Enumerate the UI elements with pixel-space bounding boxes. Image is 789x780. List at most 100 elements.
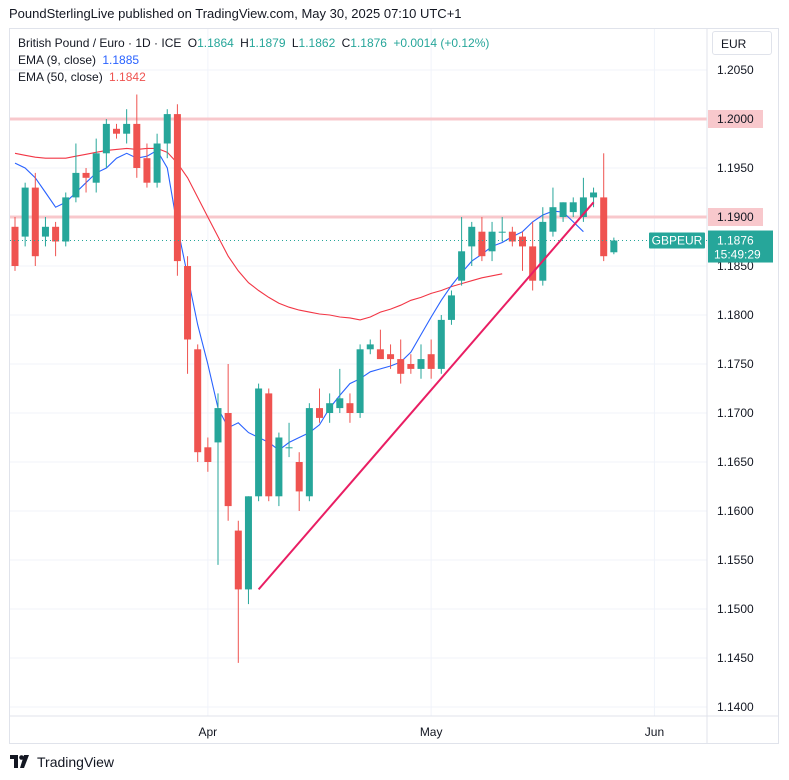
candle[interactable] bbox=[549, 187, 557, 237]
candle[interactable] bbox=[11, 217, 19, 271]
candle[interactable] bbox=[113, 123, 120, 139]
last-price-badge bbox=[708, 230, 773, 263]
candle[interactable] bbox=[519, 231, 526, 271]
candle[interactable] bbox=[275, 432, 283, 507]
candle[interactable] bbox=[427, 339, 435, 379]
candle[interactable] bbox=[305, 403, 313, 502]
candle[interactable] bbox=[214, 393, 222, 565]
candle[interactable] bbox=[173, 104, 181, 276]
candle-body bbox=[447, 295, 455, 320]
candle[interactable] bbox=[326, 393, 334, 423]
candle-body bbox=[346, 403, 354, 413]
candle[interactable] bbox=[529, 221, 537, 291]
resistance-line[interactable] bbox=[10, 117, 707, 121]
candle[interactable] bbox=[72, 143, 80, 203]
candle-body bbox=[214, 408, 222, 443]
candle[interactable] bbox=[41, 217, 49, 247]
ema50-label: EMA (50, close) bbox=[18, 70, 103, 84]
candle[interactable] bbox=[590, 187, 598, 208]
candle[interactable] bbox=[204, 437, 212, 472]
ema50-row[interactable]: EMA (50, close) 1.1842 bbox=[18, 69, 492, 86]
y-tick-label: 1.1450 bbox=[717, 651, 754, 665]
candle[interactable] bbox=[102, 119, 110, 168]
candle-body bbox=[92, 153, 100, 183]
candle-body bbox=[194, 349, 202, 453]
candle[interactable] bbox=[295, 452, 303, 511]
candle-body bbox=[113, 128, 120, 134]
candle[interactable] bbox=[255, 383, 263, 502]
candle[interactable] bbox=[600, 153, 608, 262]
candle[interactable] bbox=[244, 496, 252, 605]
ema9-line[interactable] bbox=[14, 149, 584, 451]
candle[interactable] bbox=[184, 256, 192, 374]
trendline[interactable] bbox=[257, 201, 595, 591]
candle[interactable] bbox=[143, 143, 151, 188]
candle[interactable] bbox=[346, 393, 354, 423]
candle[interactable] bbox=[387, 344, 395, 369]
candle[interactable] bbox=[234, 520, 242, 663]
candle-body bbox=[285, 447, 293, 449]
candle[interactable] bbox=[265, 388, 273, 502]
candle[interactable] bbox=[52, 221, 60, 257]
candle[interactable] bbox=[498, 217, 506, 242]
candle[interactable] bbox=[488, 221, 496, 262]
candle[interactable] bbox=[123, 109, 131, 144]
candle-body bbox=[529, 246, 537, 281]
y-tick-label: 1.1600 bbox=[717, 504, 754, 518]
y-tick-label: 1.2050 bbox=[717, 63, 754, 77]
candle[interactable] bbox=[316, 388, 323, 423]
y-tick-label: 1.1550 bbox=[717, 553, 754, 567]
ema9-row[interactable]: EMA (9, close) 1.1885 bbox=[18, 52, 492, 69]
candle[interactable] bbox=[31, 172, 39, 266]
tradingview-footer[interactable]: TradingView bbox=[10, 754, 114, 770]
candle[interactable] bbox=[539, 207, 547, 286]
candle[interactable] bbox=[133, 94, 141, 178]
candle[interactable] bbox=[153, 133, 161, 188]
candle[interactable] bbox=[21, 182, 29, 247]
currency-selector[interactable]: EUR bbox=[712, 31, 772, 55]
candle[interactable] bbox=[417, 344, 425, 379]
candle[interactable] bbox=[610, 237, 618, 255]
candle[interactable] bbox=[194, 344, 202, 462]
candle-body bbox=[336, 398, 344, 409]
candle[interactable] bbox=[447, 290, 455, 325]
candle[interactable] bbox=[285, 422, 293, 458]
candle[interactable] bbox=[458, 217, 466, 286]
candle[interactable] bbox=[356, 344, 364, 418]
candle-body bbox=[184, 266, 192, 340]
candle[interactable] bbox=[559, 202, 567, 222]
candle[interactable] bbox=[336, 368, 344, 413]
candle-body bbox=[21, 187, 29, 237]
x-tick-label: Apr bbox=[199, 725, 218, 739]
candle[interactable] bbox=[468, 221, 476, 266]
last-price-label: 1.1876 bbox=[717, 234, 754, 248]
candle[interactable] bbox=[508, 226, 516, 247]
candle-body bbox=[123, 123, 131, 134]
resistance-line[interactable] bbox=[10, 215, 707, 219]
chart-frame bbox=[9, 28, 779, 744]
candle[interactable] bbox=[366, 339, 374, 355]
candle[interactable] bbox=[437, 315, 445, 374]
resistance-price-badge bbox=[708, 110, 763, 128]
candle[interactable] bbox=[478, 217, 486, 262]
candle[interactable] bbox=[82, 168, 90, 193]
candle[interactable] bbox=[569, 197, 577, 217]
candle-body bbox=[52, 226, 60, 242]
candle-body bbox=[549, 207, 557, 232]
candle[interactable] bbox=[92, 138, 100, 193]
countdown-label: 15:49:29 bbox=[714, 248, 761, 262]
candle[interactable] bbox=[62, 192, 70, 247]
candle-body bbox=[488, 231, 496, 252]
publish-info: PoundSterlingLive published on TradingVi… bbox=[9, 6, 462, 21]
candle[interactable] bbox=[407, 354, 415, 374]
ohlc-low: L1.1862 bbox=[291, 36, 336, 50]
candle[interactable] bbox=[224, 364, 232, 521]
tradingview-brand: TradingView bbox=[37, 754, 115, 770]
candle-body bbox=[590, 192, 598, 198]
candle[interactable] bbox=[397, 339, 405, 384]
candle-body bbox=[498, 231, 506, 233]
candle-body bbox=[305, 408, 313, 497]
candle[interactable] bbox=[163, 109, 171, 159]
candle[interactable] bbox=[376, 329, 384, 360]
